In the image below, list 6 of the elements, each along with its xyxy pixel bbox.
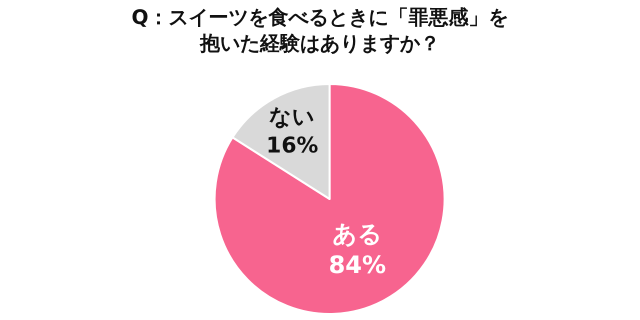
chart-title: Q：スイーツを食べるときに「罪悪感」を抱いた経験はありますか？ — [131, 5, 509, 55]
data-label: 84% — [328, 250, 386, 279]
pie-slice — [214, 83, 446, 315]
slice-label: ない — [269, 105, 316, 130]
slice-label: ある — [332, 220, 382, 248]
data-label: 16% — [266, 133, 318, 158]
